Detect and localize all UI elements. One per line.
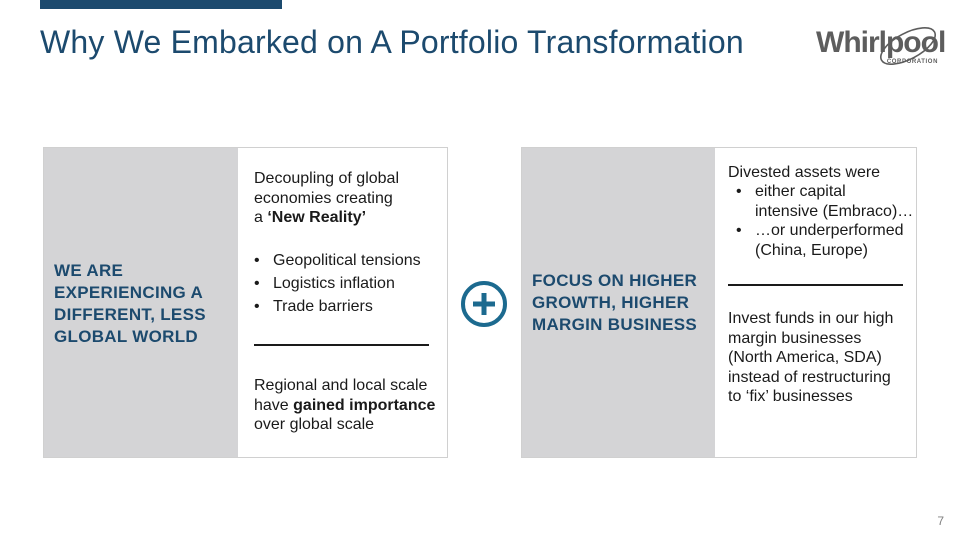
list-item: • either capital intensive (Embraco)…	[736, 182, 918, 221]
logo-subtitle: CORPORATION	[886, 59, 938, 65]
left-panel-sidebar: WE ARE EXPERIENCING A DIFFERENT, LESS GL…	[44, 148, 238, 457]
left-outro-line1: Regional and local scale	[254, 377, 428, 394]
bullet-text: …or underperformed	[755, 222, 904, 239]
right-panel: FOCUS ON HIGHER GROWTH, HIGHER MARGIN BU…	[521, 147, 917, 458]
left-panel-heading: WE ARE EXPERIENCING A DIFFERENT, LESS GL…	[54, 261, 206, 346]
top-accent-bar	[40, 0, 282, 9]
list-item: • …or underperformed (China, Europe)	[736, 221, 918, 260]
page-number: 7	[937, 514, 944, 528]
page-title: Why We Embarked on A Portfolio Transform…	[40, 24, 744, 60]
right-outro-line: (North America, SDA)	[728, 349, 882, 366]
plus-circle-icon	[461, 281, 507, 327]
bullet-text: Trade barriers	[273, 298, 373, 315]
bullet-text: Logistics inflation	[273, 275, 395, 292]
left-intro-text: Decoupling of global economies creating …	[254, 169, 444, 228]
right-intro-text: Divested assets were	[728, 164, 881, 181]
left-outro-text: Regional and local scale have gained imp…	[254, 376, 449, 435]
whirlpool-logo: Whirlpool CORPORATION	[812, 26, 948, 74]
bullet-icon: •	[736, 183, 742, 200]
left-intro-line2: economies creating	[254, 189, 393, 207]
left-outro-line3: over global scale	[254, 416, 375, 433]
bullet-text: either capital	[755, 183, 846, 200]
bullet-text: (China, Europe)	[755, 241, 868, 259]
gained-importance-emphasis: gained importance	[293, 396, 436, 414]
left-outro-prefix: have	[254, 396, 294, 414]
right-panel-heading: FOCUS ON HIGHER GROWTH, HIGHER MARGIN BU…	[532, 271, 698, 334]
right-bullet-list: • either capital intensive (Embraco)… • …or…	[736, 182, 918, 260]
bullet-text: intensive (Embraco)…	[755, 202, 914, 220]
right-outro-line: Invest funds in our high	[728, 310, 894, 327]
whirlpool-swirl-icon	[880, 27, 936, 65]
bullet-text: Geopolitical tensions	[273, 252, 421, 269]
left-bullet-list: • Geopolitical tensions • Logistics inflat…	[254, 249, 444, 318]
logo-wordmark: Whirlpool	[816, 26, 946, 59]
list-item: • Geopolitical tensions	[254, 249, 444, 272]
right-outro-line: to ‘fix’ businesses	[728, 388, 853, 405]
new-reality-emphasis: ‘New Reality’	[267, 209, 367, 226]
right-outro-line: instead of restructuring	[728, 368, 891, 386]
left-outro-line2: have gained importance	[254, 396, 449, 416]
bullet-icon: •	[254, 275, 260, 292]
right-panel-sidebar: FOCUS ON HIGHER GROWTH, HIGHER MARGIN BU…	[522, 148, 715, 457]
bullet-icon: •	[254, 298, 260, 315]
right-outro-line: margin businesses	[728, 329, 862, 347]
bullet-icon: •	[254, 252, 260, 269]
left-intro-line1: Decoupling of global	[254, 170, 399, 187]
left-intro-prefix: a	[254, 209, 268, 226]
right-outro-text: Invest funds in our high margin business…	[728, 309, 916, 407]
list-item: • Trade barriers	[254, 295, 444, 318]
left-intro-line3: a ‘New Reality’	[254, 208, 444, 228]
left-divider	[254, 344, 429, 346]
right-divider	[728, 284, 903, 286]
left-panel: WE ARE EXPERIENCING A DIFFERENT, LESS GL…	[43, 147, 448, 458]
bullet-icon: •	[736, 222, 742, 239]
list-item: • Logistics inflation	[254, 272, 444, 295]
